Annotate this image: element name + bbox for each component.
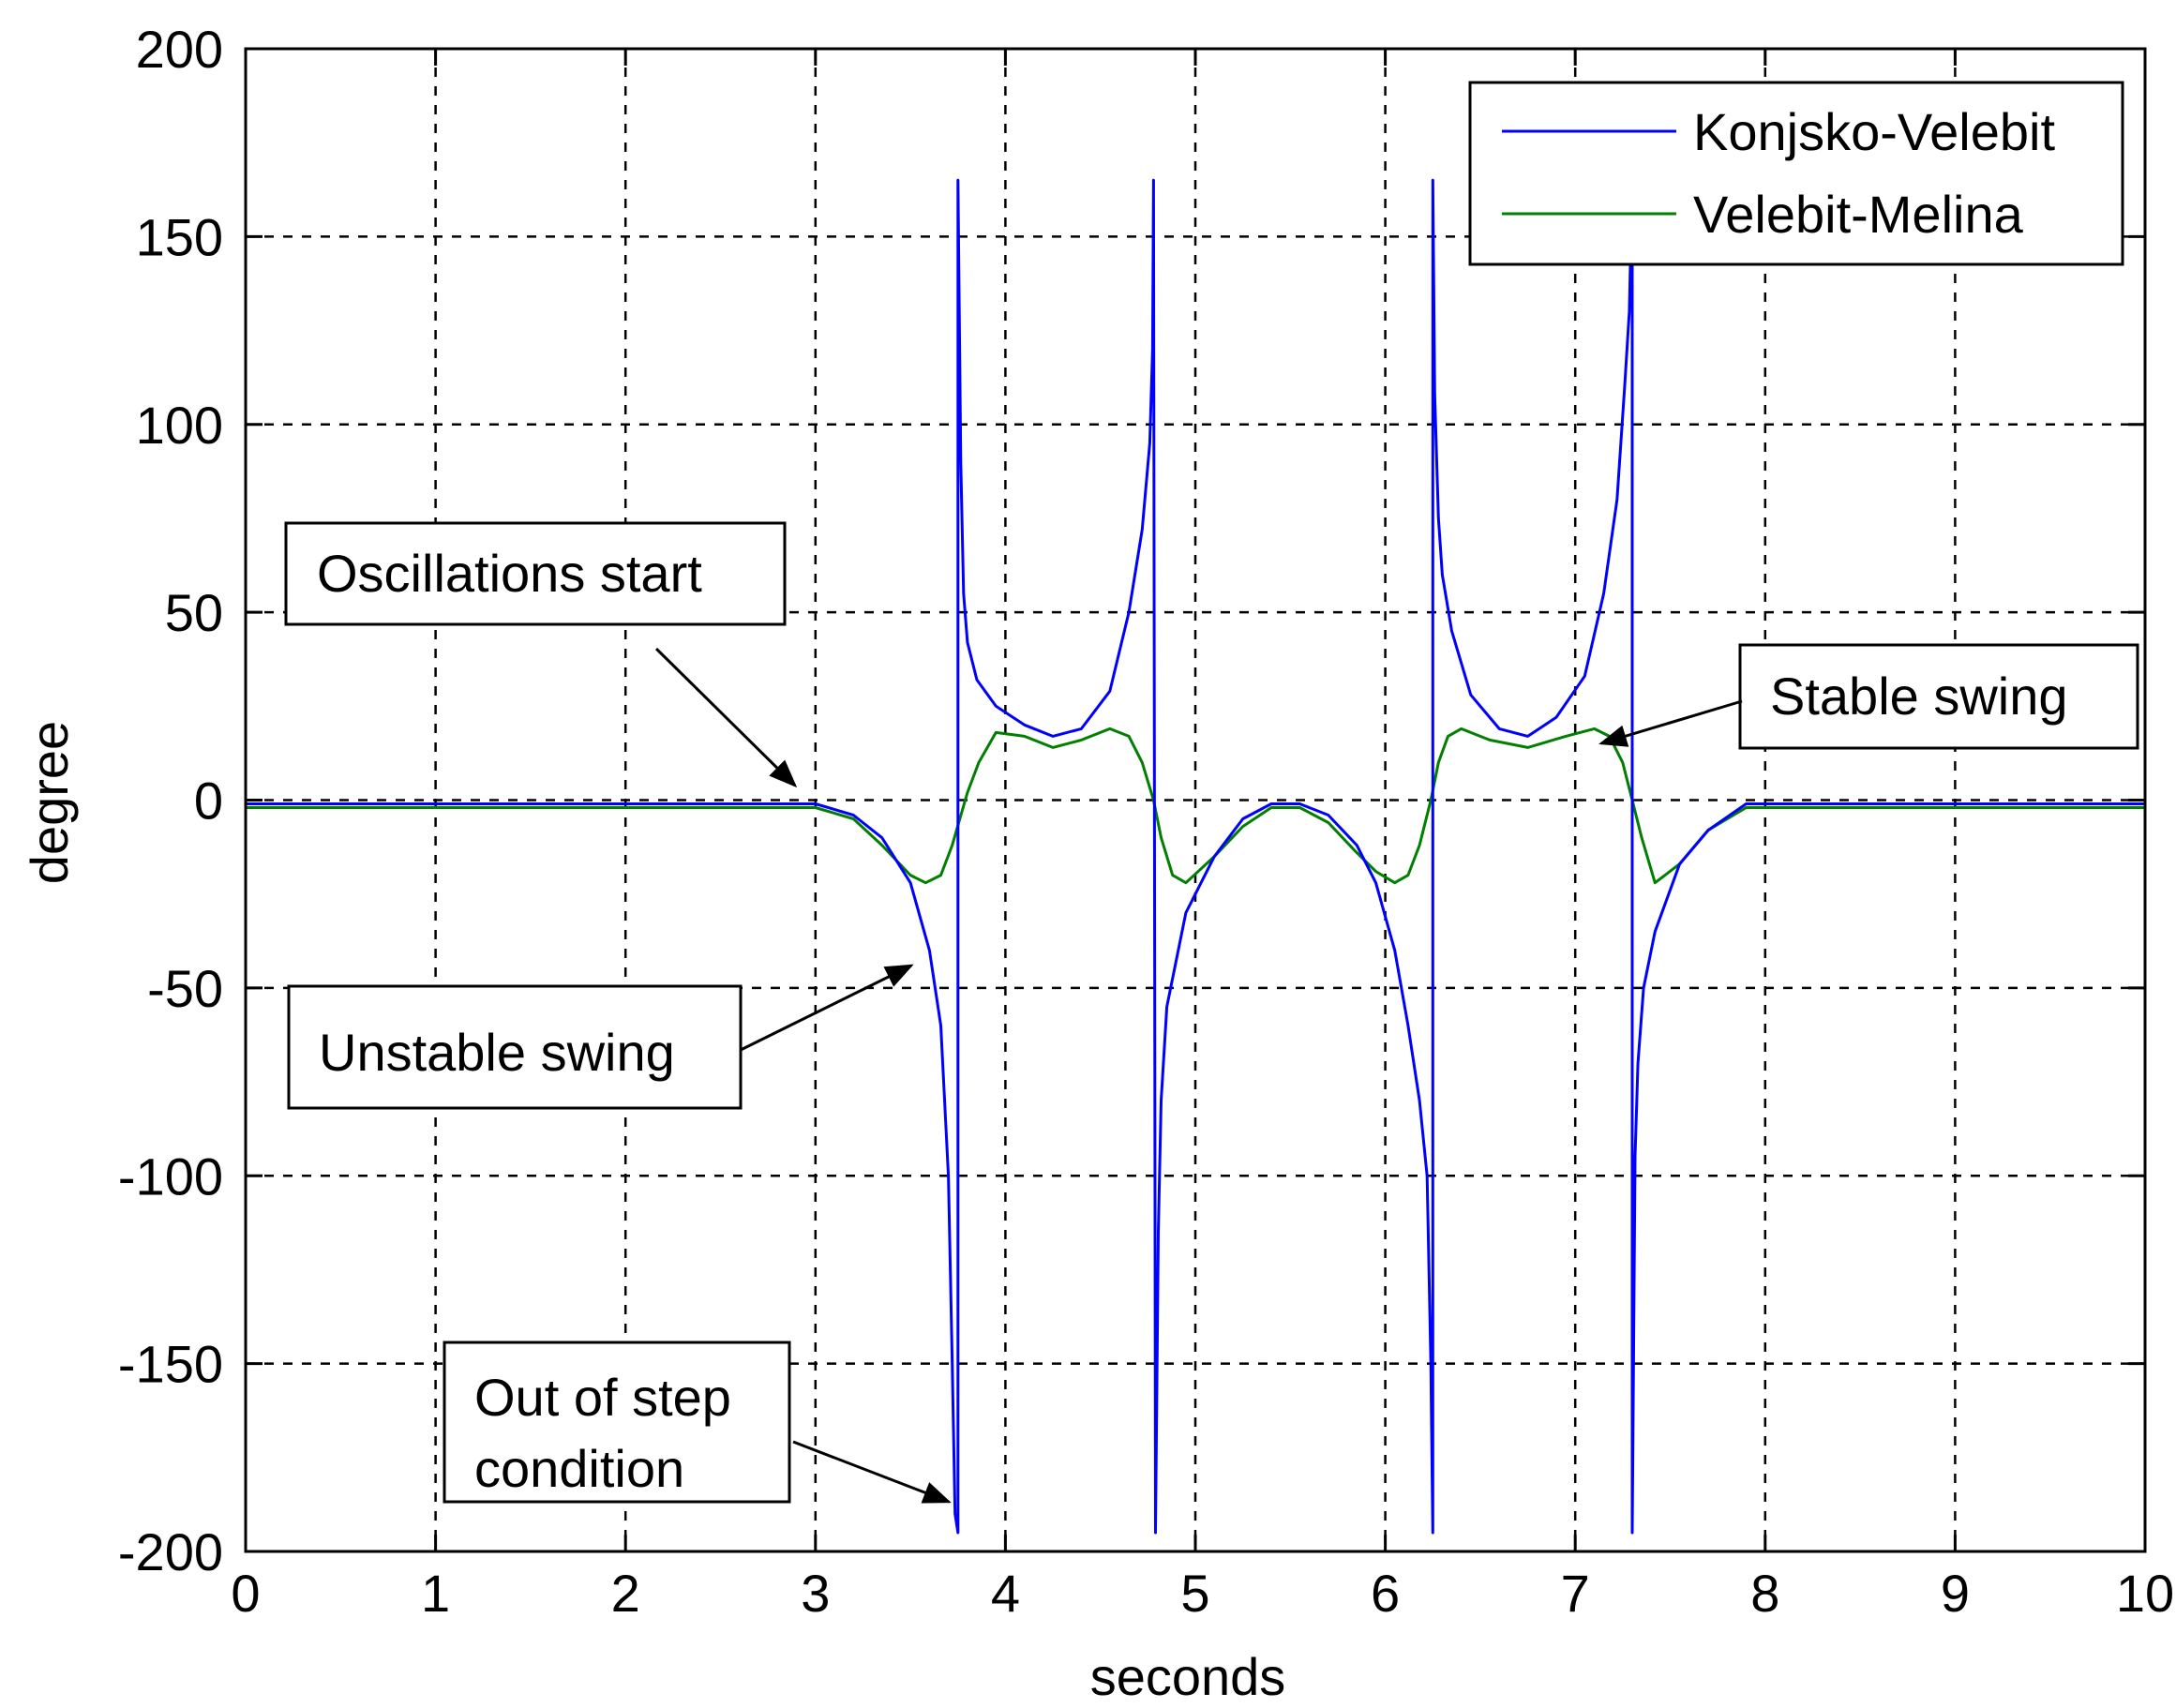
x-tick-label: 5: [1180, 1564, 1209, 1623]
x-axis-ticks: 0 1 2 3 4 5 6 7 8 9 10: [231, 49, 2174, 1623]
x-tick-label: 7: [1561, 1564, 1590, 1623]
annotation-text: Unstable swing: [319, 1023, 675, 1082]
annotation-box: [287, 984, 743, 1110]
grid: [246, 49, 2145, 1551]
annotation-arrow: [792, 1440, 952, 1504]
y-tick-label: 150: [136, 207, 223, 266]
series-line-konjsko-velebit: [246, 178, 2145, 1535]
annotation-text: Stable swing: [1770, 667, 2068, 726]
x-tick-label: 10: [2116, 1564, 2174, 1623]
annotation-text-line-2: condition: [474, 1439, 684, 1498]
legend-label-velebit-melina: Velebit-Melina: [1693, 185, 2024, 244]
annotation-box: [1738, 643, 2139, 750]
annotation-box: [284, 521, 787, 626]
annotations: Oscillations start Stable swing Unstable…: [284, 521, 2139, 1504]
annotation-out-of-step: Out of step condition: [443, 1341, 952, 1504]
annotation-arrow: [1598, 699, 1743, 747]
y-axis-label: degree: [20, 721, 79, 884]
y-tick-label: -50: [147, 959, 223, 1018]
x-tick-label: 4: [991, 1564, 1020, 1623]
annotation-stable-swing: Stable swing: [1598, 643, 2139, 750]
x-tick-label: 0: [231, 1564, 260, 1623]
annotation-box: [443, 1341, 791, 1504]
x-tick-label: 8: [1750, 1564, 1779, 1623]
legend-label-konjsko-velebit: Konjsko-Velebit: [1693, 102, 2055, 161]
x-axis-label: seconds: [1090, 1647, 1286, 1706]
annotation-unstable-swing: Unstable swing: [287, 964, 914, 1110]
x-tick-label: 3: [801, 1564, 830, 1623]
annotation-text: Oscillations start: [317, 544, 702, 603]
y-axis-ticks: 200 150 100 50 0 -50 -100 -150 -200: [118, 20, 2145, 1581]
annotation-arrow: [740, 964, 914, 1052]
x-tick-label: 1: [421, 1564, 450, 1623]
y-tick-label: 50: [165, 583, 223, 642]
y-tick-label: -150: [118, 1335, 223, 1394]
y-tick-label: -200: [118, 1522, 223, 1581]
annotation-oscillations-start: Oscillations start: [284, 521, 798, 788]
annotation-arrow: [654, 647, 798, 788]
x-tick-label: 2: [611, 1564, 640, 1623]
x-tick-label: 6: [1371, 1564, 1400, 1623]
y-tick-label: 200: [136, 20, 223, 79]
y-tick-label: 0: [194, 772, 223, 831]
y-tick-label: 100: [136, 396, 223, 455]
annotation-text-line-1: Out of step: [474, 1368, 731, 1427]
legend: Konjsko-Velebit Velebit-Melina: [1468, 81, 2124, 266]
legend-box: [1468, 81, 2124, 266]
x-tick-label: 9: [1941, 1564, 1970, 1623]
y-tick-label: -100: [118, 1146, 223, 1206]
